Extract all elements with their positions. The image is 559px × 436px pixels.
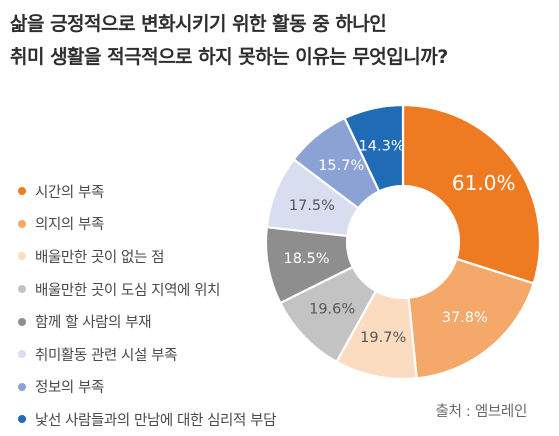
legend-label: 취미활동 관련 시설 부족 bbox=[35, 347, 178, 364]
legend-label: 낯선 사람들과의 만남에 대한 심리적 부담 bbox=[35, 412, 277, 429]
donut-slice bbox=[407, 257, 535, 380]
slice-value-label: 61.0% bbox=[452, 171, 516, 195]
legend-item: 배울만한 곳이 없는 점 bbox=[18, 240, 276, 273]
legend-swatch bbox=[18, 252, 26, 261]
legend-item: 의지의 부족 bbox=[18, 208, 276, 241]
legend-swatch bbox=[18, 219, 26, 228]
slice-value-label: 14.3% bbox=[359, 138, 405, 154]
legend-item: 낯선 사람들과의 만남에 대한 심리적 부담 bbox=[18, 403, 276, 436]
slice-value-label: 18.5% bbox=[283, 251, 329, 267]
legend-label: 정보의 부족 bbox=[35, 380, 104, 397]
donut-slice bbox=[401, 103, 542, 285]
legend-swatch bbox=[18, 187, 26, 196]
slice-value-label: 19.6% bbox=[309, 302, 355, 318]
legend-label: 배울만한 곳이 없는 점 bbox=[35, 249, 165, 266]
chart-title: 삶을 긍정적으로 변화시키기 위한 활동 중 하나인 취미 생활을 적극적으로 … bbox=[10, 8, 550, 74]
title-line-1: 삶을 긍정적으로 변화시키기 위한 활동 중 하나인 bbox=[10, 13, 387, 35]
legend-item: 정보의 부족 bbox=[18, 371, 276, 404]
legend-swatch bbox=[18, 415, 26, 424]
legend-swatch bbox=[18, 317, 26, 326]
legend-label: 배울만한 곳이 도심 지역에 위치 bbox=[35, 282, 221, 299]
donut-slice bbox=[343, 103, 405, 193]
slice-value-label: 37.8% bbox=[442, 310, 488, 326]
legend-item: 시간의 부족 bbox=[18, 175, 276, 208]
legend-label: 의지의 부족 bbox=[35, 217, 104, 234]
source-note: 출처 : 엠브레인 bbox=[435, 404, 528, 420]
slice-value-label: 17.5% bbox=[289, 198, 335, 214]
legend-item: 취미활동 관련 시설 부족 bbox=[18, 338, 276, 371]
slice-value-label: 15.7% bbox=[318, 158, 364, 174]
legend-swatch bbox=[18, 350, 26, 359]
legend-label: 시간의 부족 bbox=[35, 184, 104, 201]
legend-swatch bbox=[18, 382, 26, 391]
title-line-2: 취미 생활을 적극적으로 하지 못하는 이유는 무엇입니까? bbox=[10, 46, 448, 68]
legend-item: 배울만한 곳이 도심 지역에 위치 bbox=[18, 273, 276, 306]
slice-value-label: 19.7% bbox=[360, 330, 406, 346]
legend-swatch bbox=[18, 285, 26, 294]
legend-item: 함께 할 사람의 부재 bbox=[18, 305, 276, 338]
legend-label: 함께 할 사람의 부재 bbox=[35, 315, 152, 332]
